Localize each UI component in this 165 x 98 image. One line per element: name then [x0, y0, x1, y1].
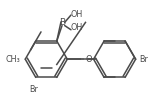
Text: Br: Br: [139, 55, 148, 64]
Text: B: B: [59, 18, 65, 27]
Text: OH: OH: [70, 10, 83, 19]
Text: Br: Br: [29, 85, 38, 94]
Text: O: O: [85, 55, 92, 64]
Text: CH₃: CH₃: [5, 55, 20, 64]
Text: OH: OH: [70, 23, 83, 32]
